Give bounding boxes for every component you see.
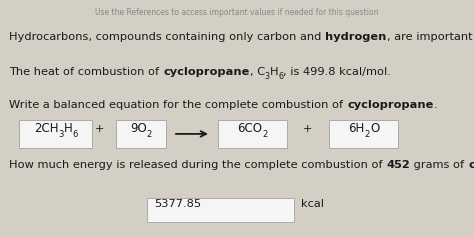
Text: 5377.85: 5377.85 — [154, 199, 201, 209]
Text: 2: 2 — [147, 130, 152, 139]
Text: Hydrocarbons, compounds containing only carbon and: Hydrocarbons, compounds containing only … — [9, 32, 326, 42]
Text: +: + — [95, 123, 104, 133]
FancyBboxPatch shape — [329, 120, 398, 147]
FancyBboxPatch shape — [147, 198, 294, 222]
Text: 452: 452 — [387, 160, 410, 170]
Text: 9O: 9O — [130, 122, 147, 135]
Text: kcal: kcal — [301, 199, 324, 209]
Text: 3: 3 — [58, 130, 64, 139]
FancyBboxPatch shape — [19, 120, 92, 147]
Text: 6: 6 — [278, 72, 283, 81]
Text: 6: 6 — [73, 130, 78, 139]
Text: +: + — [302, 123, 312, 133]
Text: 3: 3 — [265, 72, 270, 81]
Text: 6H: 6H — [348, 122, 365, 135]
FancyBboxPatch shape — [218, 120, 287, 147]
FancyBboxPatch shape — [116, 120, 166, 147]
Text: H: H — [64, 122, 73, 135]
Text: Use the References to access important values if needed for this question: Use the References to access important v… — [95, 8, 379, 17]
Text: Write a balanced equation for the complete combustion of: Write a balanced equation for the comple… — [9, 100, 347, 110]
Text: How much energy is released during the complete combustion of: How much energy is released during the c… — [9, 160, 387, 170]
Text: , C: , C — [250, 67, 265, 77]
Text: 6CO: 6CO — [237, 122, 262, 135]
Text: H: H — [270, 67, 278, 77]
Text: 2CH: 2CH — [34, 122, 58, 135]
Text: .: . — [434, 100, 437, 110]
Text: O: O — [370, 122, 379, 135]
Text: 2: 2 — [365, 130, 370, 139]
Text: 2: 2 — [262, 130, 267, 139]
Text: grams of: grams of — [410, 160, 468, 170]
Text: hydrogen: hydrogen — [326, 32, 387, 42]
Text: , is 499.8 kcal/mol.: , is 499.8 kcal/mol. — [283, 67, 391, 77]
Text: cyclopropane: cyclopropane — [347, 100, 434, 110]
Text: The heat of combustion of: The heat of combustion of — [9, 67, 163, 77]
Text: cyclopropane: cyclopropane — [163, 67, 250, 77]
Text: cyclopropane: cyclopropane — [468, 160, 474, 170]
Text: , are important in fuels.: , are important in fuels. — [387, 32, 474, 42]
